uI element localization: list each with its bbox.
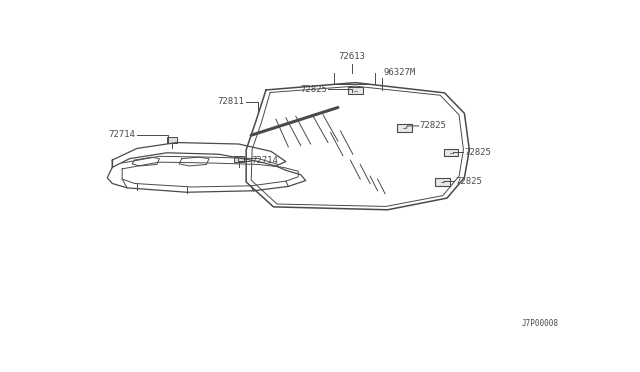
Text: J7P00008: J7P00008 bbox=[522, 319, 559, 328]
FancyBboxPatch shape bbox=[397, 124, 412, 132]
Text: 72825: 72825 bbox=[420, 121, 447, 131]
Text: 72825: 72825 bbox=[300, 84, 327, 94]
FancyBboxPatch shape bbox=[444, 149, 458, 157]
Text: 72613: 72613 bbox=[339, 52, 365, 61]
FancyBboxPatch shape bbox=[348, 87, 363, 94]
Text: 72825: 72825 bbox=[465, 148, 492, 157]
FancyBboxPatch shape bbox=[435, 178, 449, 186]
Text: 96327M: 96327M bbox=[383, 68, 416, 77]
Text: 72714: 72714 bbox=[251, 157, 278, 166]
Text: 72714: 72714 bbox=[109, 130, 136, 139]
Text: 72825: 72825 bbox=[456, 177, 483, 186]
Text: 72811: 72811 bbox=[218, 97, 244, 106]
Bar bbox=[234, 156, 244, 161]
Bar bbox=[167, 137, 177, 142]
